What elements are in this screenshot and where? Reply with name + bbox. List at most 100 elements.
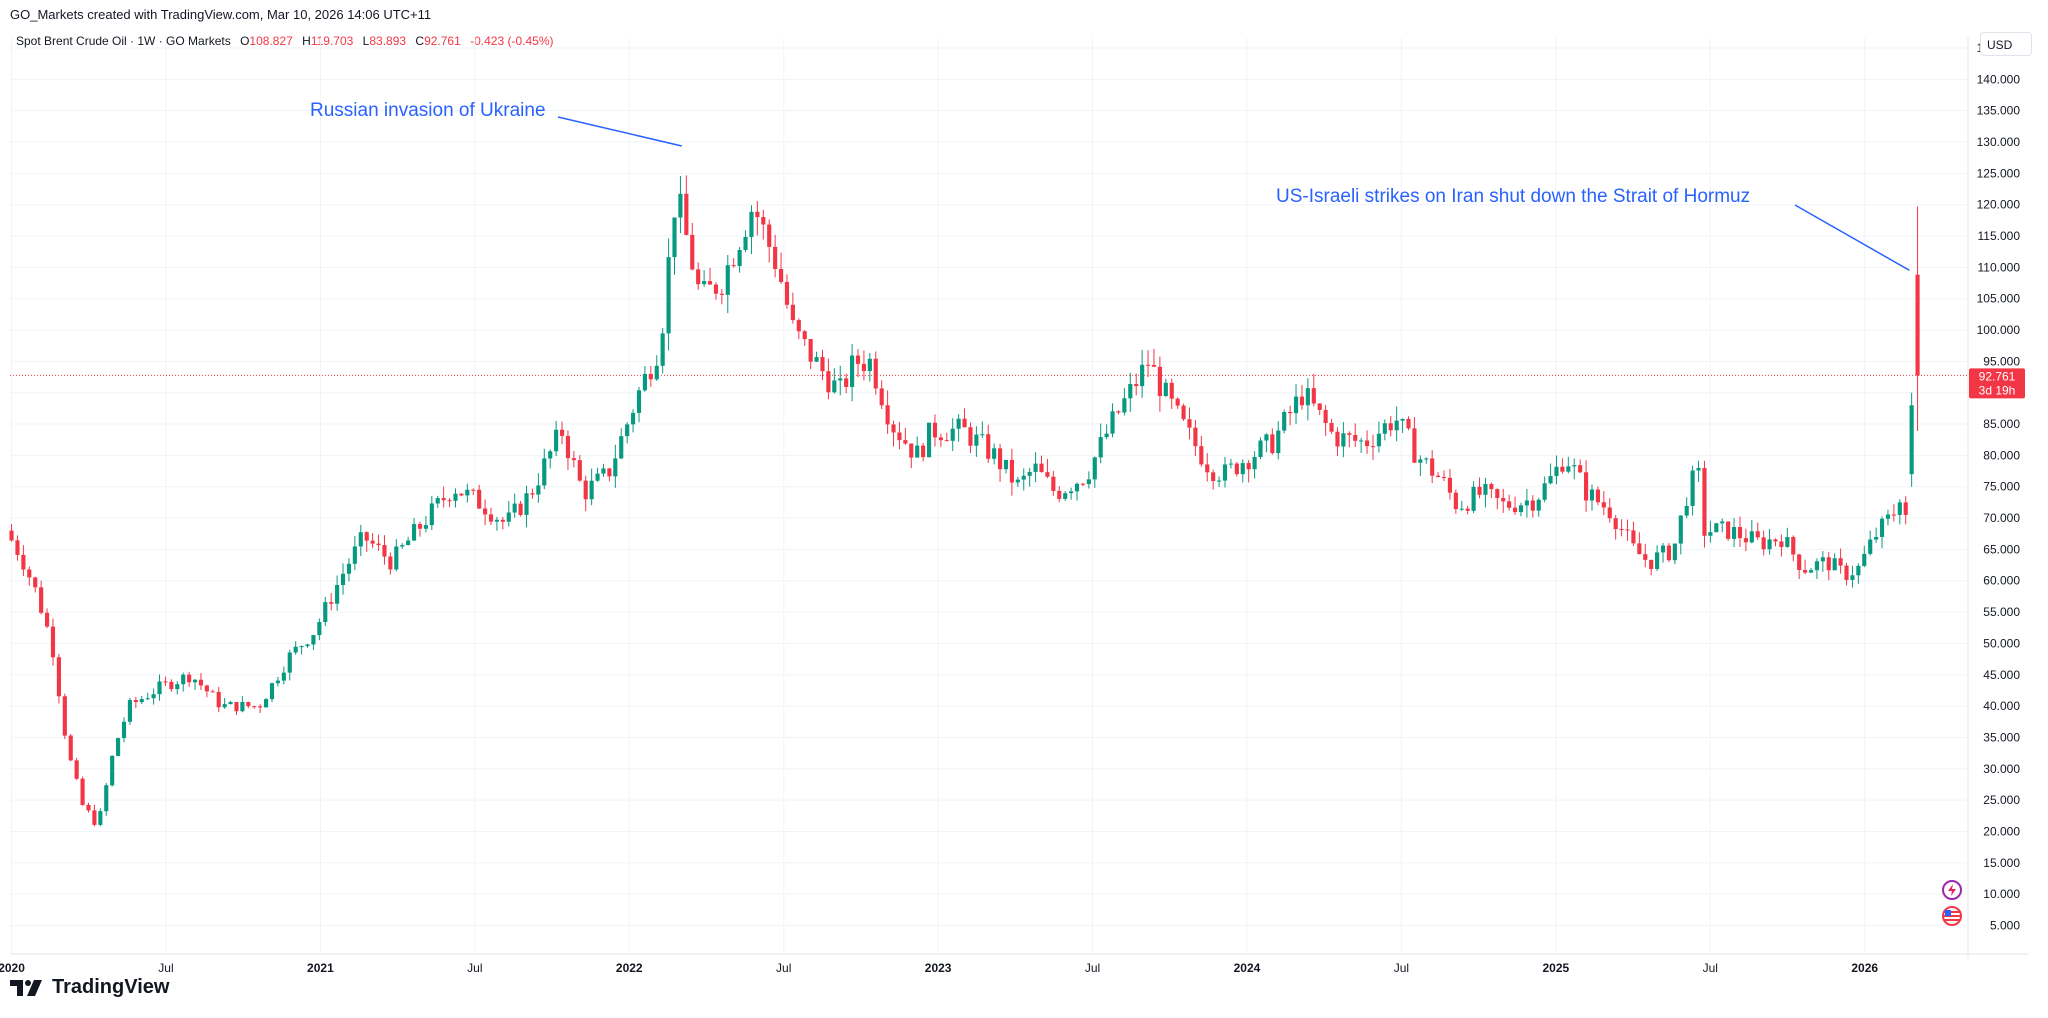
candle-body (1181, 405, 1186, 420)
candle-body (1791, 537, 1796, 555)
currency-button[interactable]: USD (1980, 32, 2032, 56)
candle-body (1856, 565, 1861, 576)
candle-body (240, 702, 245, 712)
candle-body (133, 700, 138, 703)
candle-body (204, 685, 209, 692)
candle-body (1447, 477, 1453, 493)
candle-body (1755, 531, 1760, 538)
candle-body (861, 363, 866, 372)
candle-body (92, 810, 97, 825)
lightning-icon[interactable] (1942, 880, 1962, 900)
candle-body (1388, 423, 1393, 431)
candle-body (1601, 502, 1606, 508)
price-tick-label: 70.000 (1983, 511, 2020, 525)
candle-body (956, 418, 961, 429)
candle-body (595, 473, 600, 481)
candle-body (181, 674, 186, 685)
price-tick-label: 110.000 (1978, 260, 2021, 274)
candle-body (784, 281, 790, 305)
price-tick-label: 105.000 (1977, 292, 2021, 306)
price-axis[interactable]: 5.000 10.000 15.000 20.000 25.000 30.000 35.00… (1977, 41, 2021, 932)
candle-body (1359, 440, 1364, 442)
candle-body (607, 468, 612, 477)
candle-body (1737, 527, 1743, 539)
time-axis[interactable]: 2020 Jul 2021 Jul 2022 Jul 2023 Jul 2024 Jul 2025 J… (0, 961, 1878, 975)
candle-body (157, 681, 162, 695)
candle-body (1548, 476, 1553, 484)
candle-body (39, 587, 44, 613)
candle-body (1175, 398, 1180, 406)
candle-body (915, 445, 920, 458)
candle-body (885, 405, 890, 425)
candle-body (773, 246, 778, 270)
annotation-ukraine: Russian invasion of Ukraine (310, 100, 546, 121)
candle-body (684, 193, 689, 235)
candle-body (1039, 463, 1044, 473)
tradingview-logo-icon (10, 979, 42, 996)
candle-body (938, 437, 943, 441)
us-flag-icon[interactable] (1942, 906, 1962, 926)
candle-body (1874, 536, 1879, 540)
candle-body (921, 445, 926, 458)
candle-body (1862, 553, 1867, 566)
candle-body (1560, 466, 1565, 472)
candle-body (1903, 502, 1908, 515)
candle-body (796, 320, 801, 332)
candle-body (169, 681, 174, 690)
candle-body (21, 554, 26, 570)
candle-body (1436, 475, 1441, 477)
price-tick-label: 55.000 (1983, 605, 2020, 619)
candle-body (1317, 403, 1322, 410)
candle-body (1335, 431, 1340, 447)
time-tick-label: Jul (158, 961, 173, 975)
low-value: 83.893 (369, 34, 407, 48)
candle-body (879, 388, 884, 406)
candle-body (565, 435, 571, 459)
candle-body (1820, 557, 1825, 562)
candle-body (323, 602, 328, 623)
candle-body (571, 458, 576, 461)
candle-body (1572, 465, 1577, 467)
symbol-title: Spot Brent Crude Oil · 1W · GO Markets (16, 34, 231, 48)
candle-body (1619, 529, 1624, 531)
annotation-ukraine-line (557, 116, 682, 147)
candle-body (33, 577, 38, 588)
candle-body (311, 635, 316, 645)
candle-body (187, 674, 192, 683)
candle-body (1424, 458, 1429, 460)
candle-body (601, 468, 606, 474)
candle-body (1063, 493, 1068, 499)
price-tick-label: 95.000 (1983, 354, 2020, 368)
candle-body (1412, 428, 1417, 463)
candle-body (1803, 570, 1808, 573)
candle-body (1370, 446, 1376, 448)
candle-body (1524, 500, 1529, 506)
candle-body (536, 485, 541, 495)
candle-body (1554, 466, 1559, 477)
candle-body (518, 503, 523, 515)
candle-body (1228, 463, 1233, 465)
candle-body (1027, 471, 1032, 476)
candle-body (1169, 382, 1174, 399)
candle-body (98, 811, 103, 825)
candle-body (1489, 483, 1494, 490)
candle-body (104, 785, 109, 812)
time-tick-label: 2025 (1542, 961, 1569, 975)
candle-body (1110, 411, 1115, 434)
candle-body (1826, 557, 1831, 571)
tradingview-logo[interactable]: TradingView (10, 976, 169, 999)
price-tick-label: 135.000 (1977, 104, 2021, 118)
candle-body (1465, 508, 1470, 511)
candle-body (340, 573, 346, 586)
candle-body (500, 519, 505, 522)
candle-body (417, 524, 423, 529)
candle-body (1850, 575, 1855, 580)
candle-body (1045, 472, 1050, 477)
candle-body (1258, 440, 1263, 457)
annotation-hormuz: US-Israeli strikes on Iran shut down the… (1276, 186, 1750, 207)
candle-body (1512, 507, 1518, 513)
candle-body (1631, 530, 1636, 544)
price-tick-label: 100.000 (1977, 323, 2021, 337)
candle-body (1134, 384, 1139, 387)
